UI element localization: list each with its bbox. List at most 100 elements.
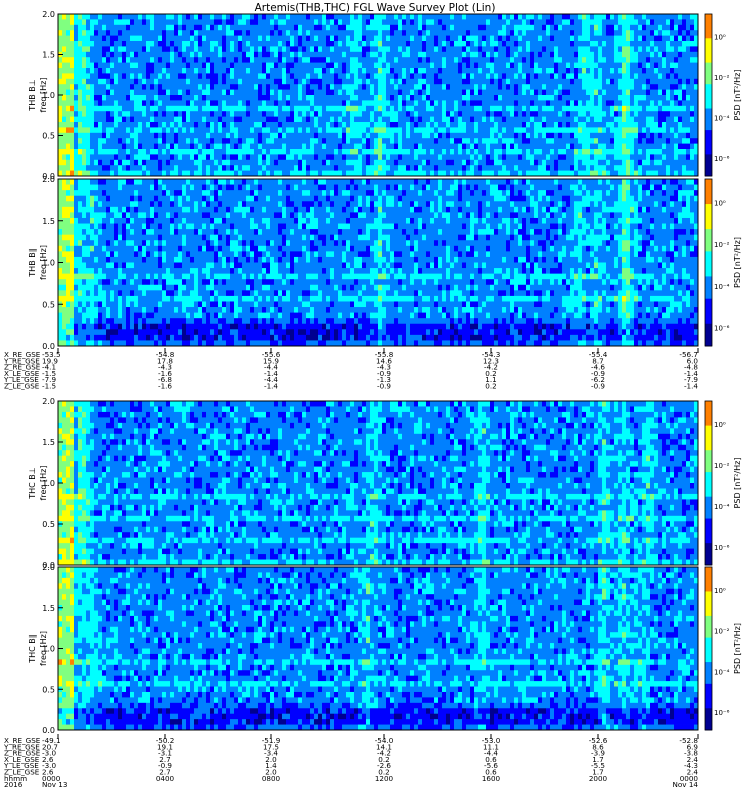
spectrogram-cell xyxy=(158,41,163,47)
spectrogram-cell xyxy=(654,111,659,117)
spectrogram-cell xyxy=(346,73,351,80)
spectrogram-cell xyxy=(526,68,531,74)
spectrogram-cell xyxy=(134,84,139,90)
spectrogram-cell xyxy=(198,89,203,96)
spectrogram-cell xyxy=(78,329,83,336)
spectrogram-cell xyxy=(494,127,499,134)
spectrogram-cell xyxy=(70,179,75,185)
spectrogram-cell xyxy=(478,105,483,112)
spectrogram-cell xyxy=(642,127,647,134)
spectrogram-cell xyxy=(218,143,223,150)
spectrogram-cell xyxy=(354,62,359,69)
spectrogram-cell xyxy=(70,46,75,53)
spectrogram-cell xyxy=(390,154,395,161)
spectrogram-cell xyxy=(654,89,659,96)
spectrogram-cell xyxy=(210,122,215,128)
spectrogram-cell xyxy=(646,149,651,155)
spectrogram-cell xyxy=(410,51,415,58)
spectrogram-cell xyxy=(106,41,111,47)
spectrogram-cell xyxy=(258,73,263,80)
spectrogram-cell xyxy=(578,116,583,123)
spectrogram-cell xyxy=(646,41,651,47)
spectrogram-cell xyxy=(434,78,439,85)
spectrogram-cell xyxy=(426,105,431,112)
spectrogram-cell xyxy=(598,111,603,117)
spectrogram-cell xyxy=(270,46,275,53)
spectrogram-cell xyxy=(646,35,651,42)
spectrogram-cell xyxy=(586,78,591,85)
spectrogram-cell xyxy=(150,24,155,31)
spectrogram-cell xyxy=(354,165,359,171)
spectrogram-cell xyxy=(194,51,199,58)
spectrogram-cell xyxy=(206,24,211,31)
spectrogram-cell xyxy=(534,105,539,112)
spectrogram-cell xyxy=(158,62,163,69)
spectrogram-cell xyxy=(674,46,679,53)
spectrogram-cell xyxy=(418,62,423,69)
spectrogram-cell xyxy=(454,132,459,139)
spectrogram-cell xyxy=(106,127,111,134)
spectrogram-cell xyxy=(562,78,567,85)
spectrogram-cell xyxy=(678,78,683,85)
spectrogram-cell xyxy=(386,30,391,36)
spectrogram-cell xyxy=(314,30,319,36)
spectrogram-cell xyxy=(694,154,699,161)
spectrogram-cell xyxy=(218,24,223,31)
spectrogram-cell xyxy=(378,35,383,42)
spectrogram-cell xyxy=(362,73,367,80)
spectrogram-cell xyxy=(626,149,631,155)
spectrogram-cell xyxy=(686,24,691,31)
spectrogram-cell xyxy=(610,149,615,155)
spectrogram-cell xyxy=(150,30,155,36)
spectrogram-cell xyxy=(398,111,403,117)
spectrogram-cell xyxy=(110,89,115,96)
spectrogram-cell xyxy=(634,111,639,117)
spectrogram-cell xyxy=(170,46,175,53)
spectrogram-cell xyxy=(486,154,491,161)
spectrogram-cell xyxy=(122,14,127,20)
spectrogram-cell xyxy=(394,89,399,96)
spectrogram-cell xyxy=(306,73,311,80)
spectrogram-cell xyxy=(74,149,79,155)
spectrogram-cell xyxy=(102,68,107,74)
spectrogram-cell xyxy=(502,46,507,53)
spectrogram-cell xyxy=(86,62,91,69)
spectrogram-cell xyxy=(446,154,451,161)
spectrogram-cell xyxy=(326,89,331,96)
spectrogram-cell xyxy=(254,143,259,150)
spectrogram-cell xyxy=(194,78,199,85)
spectrogram-cell xyxy=(82,68,87,74)
spectrogram-cell xyxy=(66,138,71,144)
spectrogram-cell xyxy=(186,41,191,47)
spectrogram-cell xyxy=(414,41,419,47)
spectrogram-cell xyxy=(522,35,527,42)
spectrogram-cell xyxy=(242,57,247,63)
spectrogram-cell xyxy=(658,95,663,101)
spectrogram-cell xyxy=(306,170,311,177)
spectrogram-cell xyxy=(118,170,123,177)
spectrogram-cell xyxy=(230,105,235,112)
spectrogram-cell xyxy=(330,84,335,90)
spectrogram-cell xyxy=(286,89,291,96)
spectrogram-cell xyxy=(114,35,119,42)
spectrogram-cell xyxy=(58,223,63,230)
spectrogram-cell xyxy=(694,122,699,128)
spectrogram-cell xyxy=(166,170,171,177)
spectrogram-cell xyxy=(450,46,455,53)
spectrogram-cell xyxy=(194,46,199,53)
spectrogram-cell xyxy=(82,35,87,42)
spectrogram-cell xyxy=(262,95,267,101)
spectrogram-cell xyxy=(302,30,307,36)
spectrogram-cell xyxy=(262,170,267,177)
spectrogram-cell xyxy=(574,149,579,155)
spectrogram-cell xyxy=(242,30,247,36)
spectrogram-cell xyxy=(142,100,147,107)
spectrogram-cell xyxy=(386,100,391,107)
spectrogram-cell xyxy=(258,143,263,150)
spectrogram-cell xyxy=(530,78,535,85)
spectrogram-cell xyxy=(522,19,527,26)
spectrogram-cell xyxy=(162,68,167,74)
spectrogram-cell xyxy=(66,89,71,96)
spectrogram-cell xyxy=(186,159,191,166)
spectrogram-cell xyxy=(570,24,575,31)
